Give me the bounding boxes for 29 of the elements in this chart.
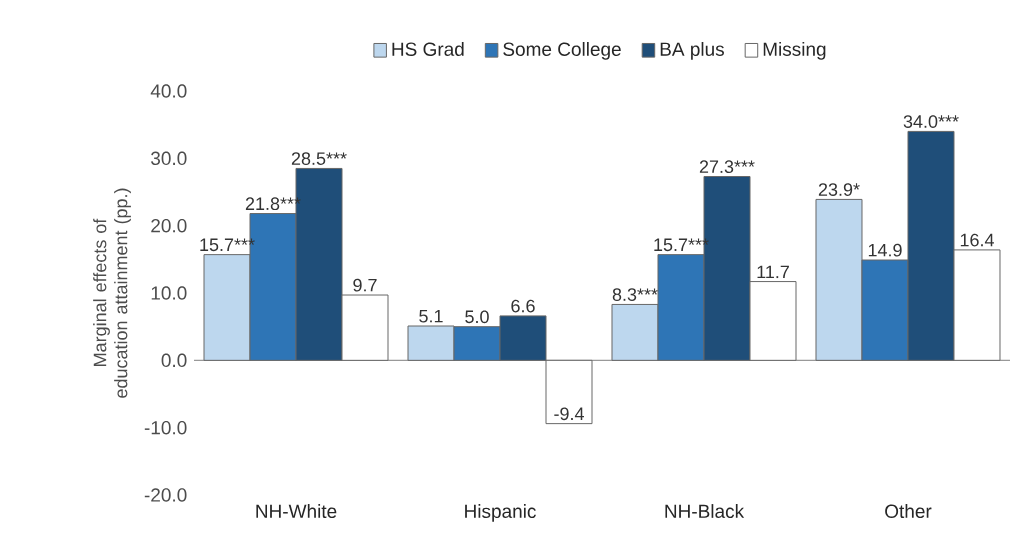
data-label: 27.3*** bbox=[699, 160, 755, 174]
y-tick-label: 30.0 bbox=[151, 151, 187, 166]
data-label: 5.1 bbox=[419, 309, 443, 323]
data-label: 28.5*** bbox=[291, 152, 347, 165]
data-label: 34.0*** bbox=[903, 115, 959, 128]
y-tick-label: 0.0 bbox=[161, 353, 187, 368]
x-tick-label: Other bbox=[885, 504, 932, 519]
x-tick-label: NH-Black bbox=[665, 504, 745, 519]
y-tick-label: 10.0 bbox=[151, 286, 187, 300]
y-axis-title: Marginal effects of education attainment (pp.) bbox=[93, 188, 131, 398]
data-label: 9.7 bbox=[353, 278, 377, 292]
legend-label: Some College bbox=[503, 42, 621, 60]
data-label: 23.9* bbox=[818, 183, 860, 196]
y-tick-label: -20.0 bbox=[144, 488, 187, 502]
legend-label: Missing bbox=[763, 42, 826, 60]
data-label: 16.4 bbox=[960, 233, 994, 247]
data-label: 14.9 bbox=[868, 243, 902, 257]
data-label: 11.7 bbox=[757, 265, 789, 279]
y-tick-label: 40.0 bbox=[150, 84, 187, 98]
data-label: 5.0 bbox=[465, 310, 489, 324]
y-tick-label: -10.0 bbox=[144, 420, 187, 435]
legend-label: HS Grad bbox=[392, 42, 464, 56]
x-tick-label: NH-White bbox=[256, 504, 337, 519]
legend-label: BA plus bbox=[660, 42, 724, 60]
data-label: -9.4 bbox=[554, 407, 584, 421]
y-tick-label: 20.0 bbox=[151, 218, 187, 233]
x-tick-label: Hispanic bbox=[465, 504, 536, 522]
data-label: 6.6 bbox=[511, 299, 535, 313]
data-label: 8.3*** bbox=[612, 288, 658, 301]
